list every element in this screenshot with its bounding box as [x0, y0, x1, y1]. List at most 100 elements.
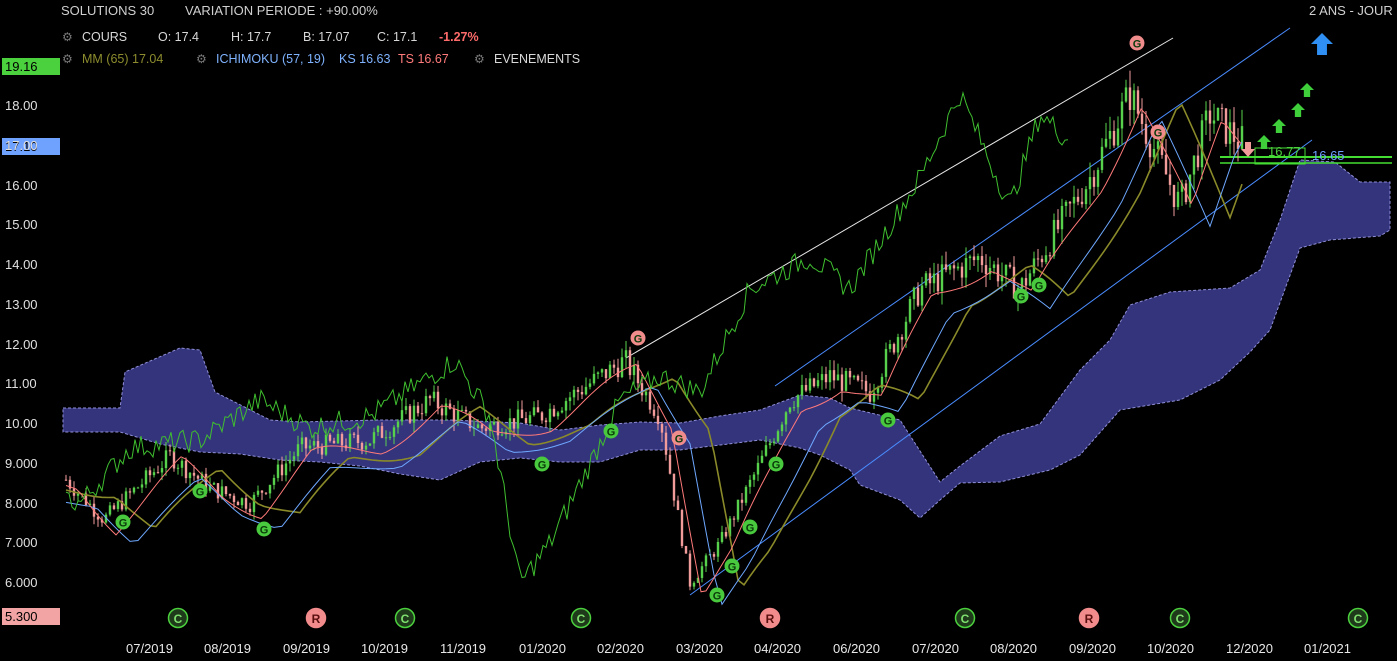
candle-body: [676, 500, 680, 511]
candle-body: [688, 553, 692, 587]
candle-body: [228, 494, 232, 496]
candle-body: [360, 442, 364, 450]
svg-text:R: R: [1085, 612, 1094, 626]
event-c-marker: C: [1347, 607, 1369, 629]
candle-body: [948, 265, 952, 270]
candle-body: [908, 298, 912, 322]
up-arrow-icon: [1272, 119, 1286, 133]
sell-signal-marker: G: [1150, 124, 1166, 140]
candle-body: [176, 467, 180, 469]
candle-body: [1236, 141, 1240, 149]
y-tick-label: 9.000: [5, 455, 38, 471]
cours-settings-icon[interactable]: ⚙: [62, 30, 73, 44]
x-tick-label: 01/2020: [519, 641, 566, 656]
candle-body: [912, 287, 916, 299]
candle-body: [140, 484, 144, 488]
candle-body: [308, 445, 312, 449]
candle-body: [168, 450, 172, 452]
candle-body: [1068, 201, 1072, 204]
open-value: O: 17.4: [158, 30, 199, 44]
candle-body: [1156, 141, 1160, 149]
candle-body: [1000, 275, 1004, 282]
candle-body: [1116, 128, 1120, 146]
candle-body: [752, 474, 756, 480]
buy-signal-marker: G: [880, 412, 896, 428]
candle-body: [148, 470, 152, 476]
kijun-sen-line: [65, 120, 1243, 606]
high-value: H: 17.7: [231, 30, 272, 44]
candle-body: [160, 468, 164, 473]
candle-body: [996, 264, 1000, 282]
candle-body: [200, 473, 204, 479]
candle-body: [916, 287, 920, 306]
svg-text:C: C: [1354, 612, 1363, 626]
candle-body: [768, 443, 772, 446]
y-tick-label: 18.00: [5, 98, 38, 113]
candle-body: [928, 273, 932, 284]
candle-body: [560, 410, 564, 413]
candle-body: [964, 258, 968, 278]
candle-body: [1216, 107, 1220, 121]
candle-body: [1084, 189, 1088, 205]
period-selector[interactable]: 2 ANS - JOUR: [1309, 3, 1393, 18]
event-r-marker: R: [1078, 607, 1100, 629]
event-c-marker: C: [570, 607, 592, 629]
svg-text:C: C: [174, 612, 183, 626]
candle-body: [352, 433, 356, 435]
candle-body: [808, 378, 812, 391]
candle-body: [164, 450, 168, 469]
sell-signal-marker: G: [630, 330, 646, 346]
candle-body: [760, 455, 764, 463]
mm-settings-icon[interactable]: ⚙: [62, 52, 73, 66]
candle-body: [88, 503, 92, 506]
candle-body: [856, 375, 860, 381]
candle-body: [1056, 219, 1060, 230]
candle-body: [524, 418, 528, 424]
candle-body: [452, 408, 456, 422]
candle-body: [608, 364, 612, 379]
candle-body: [1220, 107, 1224, 109]
candle-body: [672, 473, 676, 501]
x-tick-label: 07/2020: [912, 641, 959, 656]
event-c-marker: C: [167, 607, 189, 629]
candle-body: [192, 472, 196, 476]
candle-body: [1120, 101, 1124, 129]
up-arrow-icon: [1257, 135, 1271, 149]
candle-body: [392, 427, 396, 437]
candle-body: [668, 454, 672, 474]
chikou-span-line: [65, 90, 1069, 579]
candle-body: [576, 389, 580, 393]
svg-text:G: G: [119, 518, 128, 530]
candle-body: [272, 477, 276, 485]
candle-body: [936, 273, 940, 292]
x-tick-label: 06/2020: [833, 641, 880, 656]
candle-body: [376, 426, 380, 433]
candle-body: [240, 498, 244, 506]
candle-body: [1012, 266, 1016, 299]
candle-body: [884, 348, 888, 377]
candle-body: [804, 384, 808, 391]
svg-text:G: G: [1154, 128, 1163, 140]
x-tick-label: 09/2019: [283, 641, 330, 656]
candle-body: [256, 490, 260, 495]
candle-body: [736, 499, 740, 520]
candle-body: [96, 516, 100, 520]
candle-body: [984, 265, 988, 275]
candle-body: [652, 409, 656, 416]
ichimoku-settings-icon[interactable]: ⚙: [196, 52, 207, 66]
candle-body: [548, 408, 552, 423]
candle-body: [1112, 130, 1116, 146]
candle-body: [1064, 201, 1068, 206]
candle-body: [276, 464, 280, 478]
candle-body: [384, 437, 388, 439]
candle-body: [888, 344, 892, 349]
candle-body: [496, 421, 500, 436]
candle-body: [828, 370, 832, 383]
candle-body: [1176, 191, 1180, 207]
candle-body: [940, 264, 944, 292]
y-tick-label: 12.00: [5, 336, 38, 352]
events-settings-icon[interactable]: ⚙: [474, 52, 485, 66]
x-tick-label: 08/2019: [204, 641, 251, 656]
candle-body: [1152, 148, 1156, 158]
